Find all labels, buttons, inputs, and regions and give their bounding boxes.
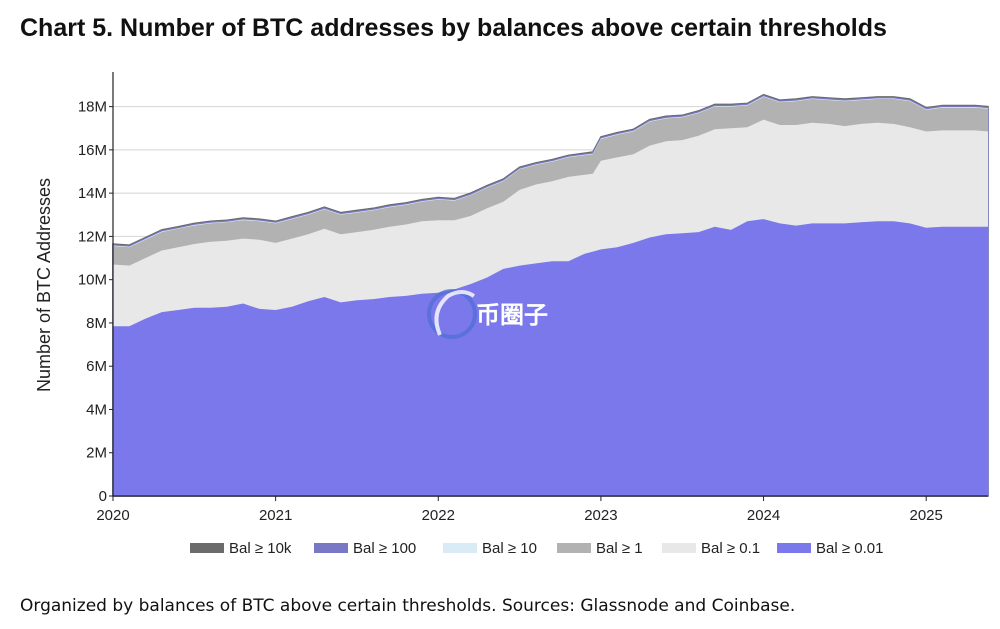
y-tick-label: 6M: [86, 358, 107, 375]
legend-label: Bal ≥ 0.01: [816, 540, 883, 557]
axes: [109, 72, 988, 501]
watermark-logo-icon: [427, 289, 477, 339]
x-tick-label: 2022: [422, 507, 455, 524]
legend-swatch: [777, 543, 811, 553]
legend-item: Bal ≥ 10k: [190, 540, 292, 557]
x-tick-label: 2023: [584, 507, 617, 524]
watermark: 币圈子: [427, 289, 548, 339]
legend-item: Bal ≥ 0.01: [777, 540, 883, 557]
y-tick-label: 8M: [86, 315, 107, 332]
y-tick-label: 18M: [78, 99, 107, 116]
legend-label: Bal ≥ 100: [353, 540, 416, 557]
legend-item: Bal ≥ 0.1: [662, 540, 760, 557]
y-tick-label: 2M: [86, 445, 107, 462]
legend-label: Bal ≥ 0.1: [701, 540, 760, 557]
area-bal-0.01: [113, 219, 988, 496]
x-tick-label: 2025: [910, 507, 943, 524]
x-tick-labels: 2020 2021 2022 2023 2024 2025: [96, 507, 943, 524]
legend: Bal ≥ 10k Bal ≥ 100 Bal ≥ 10 Bal ≥ 1 Bal ≥ 0…: [190, 540, 883, 557]
legend-swatch: [314, 543, 348, 553]
y-tick-label: 4M: [86, 401, 107, 418]
legend-label: Bal ≥ 1: [596, 540, 643, 557]
series-areas: [112, 93, 989, 497]
legend-label: Bal ≥ 10k: [229, 540, 292, 557]
legend-item: Bal ≥ 10: [443, 540, 537, 557]
y-tick-label: 14M: [78, 185, 107, 202]
x-tick-label: 2021: [259, 507, 292, 524]
y-tick-label: 12M: [78, 228, 107, 245]
y-tick-label: 10M: [78, 272, 107, 289]
y-tick-label: 0: [99, 488, 107, 505]
legend-label: Bal ≥ 10: [482, 540, 537, 557]
y-tick-label: 16M: [78, 142, 107, 159]
legend-swatch: [443, 543, 477, 553]
chart-caption: Organized by balances of BTC above certa…: [20, 596, 796, 616]
legend-swatch: [662, 543, 696, 553]
legend-item: Bal ≥ 100: [314, 540, 416, 557]
legend-swatch: [557, 543, 591, 553]
y-tick-labels: 0 2M 4M 6M 8M 10M 12M 14M 16M 18M: [78, 99, 107, 505]
legend-item: Bal ≥ 1: [557, 540, 643, 557]
x-tick-label: 2024: [747, 507, 780, 524]
x-tick-label: 2020: [96, 507, 129, 524]
watermark-text: 币圈子: [476, 301, 548, 329]
chart-title: Chart 5. Number of BTC addresses by bala…: [20, 14, 887, 42]
y-axis-label: Number of BTC Addresses: [34, 178, 54, 392]
legend-swatch: [190, 543, 224, 553]
